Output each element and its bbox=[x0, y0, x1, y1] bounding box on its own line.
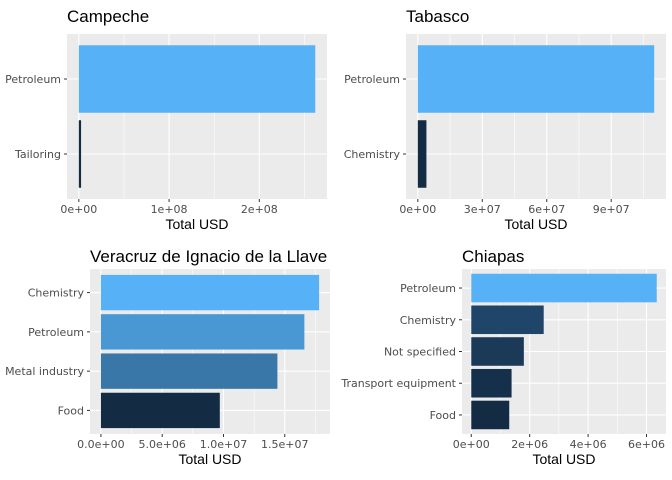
y-tick-label: Petroleum bbox=[5, 73, 61, 86]
bar-petroleum bbox=[471, 273, 657, 303]
x-axis-label: Total USD bbox=[178, 451, 241, 467]
bar-chemistry bbox=[471, 305, 544, 335]
y-tick-label: Chemistry bbox=[28, 287, 85, 300]
x-tick-label: 0e+00 bbox=[60, 203, 97, 216]
x-tick-label: 1e+08 bbox=[151, 203, 188, 216]
y-tick-label: Not specified bbox=[384, 346, 456, 359]
panel-0: Petroleum Tailoring 0e+00 1e+08 2e+08 Total U… bbox=[5, 7, 327, 232]
x-tick-label: 9e+07 bbox=[593, 203, 630, 216]
bar-petroleum bbox=[417, 45, 655, 113]
panel-title: Campeche bbox=[67, 7, 149, 26]
x-tick-label: 4e+06 bbox=[570, 438, 607, 451]
panel-2: Chemistry Petroleum Metal industry Food 0.0e… bbox=[5, 247, 330, 467]
bar-metal-industry bbox=[100, 353, 278, 389]
x-tick-label: 6e+07 bbox=[528, 203, 565, 216]
panel-3: Petroleum Chemistry Not specified Transport… bbox=[340, 247, 666, 467]
x-tick-label: 0e+00 bbox=[453, 438, 490, 451]
bar-not-specified bbox=[471, 337, 524, 366]
y-tick-label: Food bbox=[58, 404, 84, 417]
x-tick-label: 1.0e+07 bbox=[200, 438, 247, 451]
x-tick-label: 5.0e+06 bbox=[138, 438, 185, 451]
x-tick-label: 1.5e+07 bbox=[261, 438, 308, 451]
bar-chemistry bbox=[100, 274, 320, 311]
x-tick-label: 2e+06 bbox=[511, 438, 548, 451]
bar-tailoring bbox=[78, 120, 82, 188]
bar-petroleum bbox=[78, 45, 316, 113]
y-tick-label: Petroleum bbox=[400, 282, 456, 295]
x-tick-label: 2e+08 bbox=[241, 203, 278, 216]
x-tick-label: 0.0e+00 bbox=[77, 438, 124, 451]
x-tick-label: 0e+00 bbox=[399, 203, 436, 216]
y-tick-label: Transport equipment bbox=[340, 377, 456, 390]
x-tick-label: 6e+06 bbox=[628, 438, 665, 451]
panel-title: Tabasco bbox=[406, 7, 469, 26]
bar-food bbox=[100, 392, 220, 429]
bar-food bbox=[471, 400, 510, 430]
panel-title: Veracruz de Ignacio de la Llave bbox=[90, 247, 327, 266]
panel-title: Chiapas bbox=[462, 247, 524, 266]
bar-chemistry bbox=[417, 120, 427, 188]
y-tick-label: Chemistry bbox=[400, 314, 457, 327]
bar-petroleum bbox=[100, 314, 305, 350]
y-tick-label: Petroleum bbox=[28, 326, 84, 339]
y-tick-label: Petroleum bbox=[344, 73, 400, 86]
x-tick-label: 3e+07 bbox=[464, 203, 501, 216]
x-axis-label: Total USD bbox=[165, 216, 228, 232]
panel-1: Petroleum Chemistry 0e+00 3e+07 6e+07 9e+07 To… bbox=[344, 7, 666, 232]
y-tick-label: Tailoring bbox=[14, 148, 61, 161]
y-tick-label: Metal industry bbox=[5, 365, 84, 378]
x-axis-label: Total USD bbox=[504, 216, 567, 232]
y-tick-label: Food bbox=[430, 409, 456, 422]
bar-transport-equipment bbox=[471, 368, 512, 398]
x-axis-label: Total USD bbox=[532, 451, 595, 467]
y-tick-label: Chemistry bbox=[344, 148, 401, 161]
